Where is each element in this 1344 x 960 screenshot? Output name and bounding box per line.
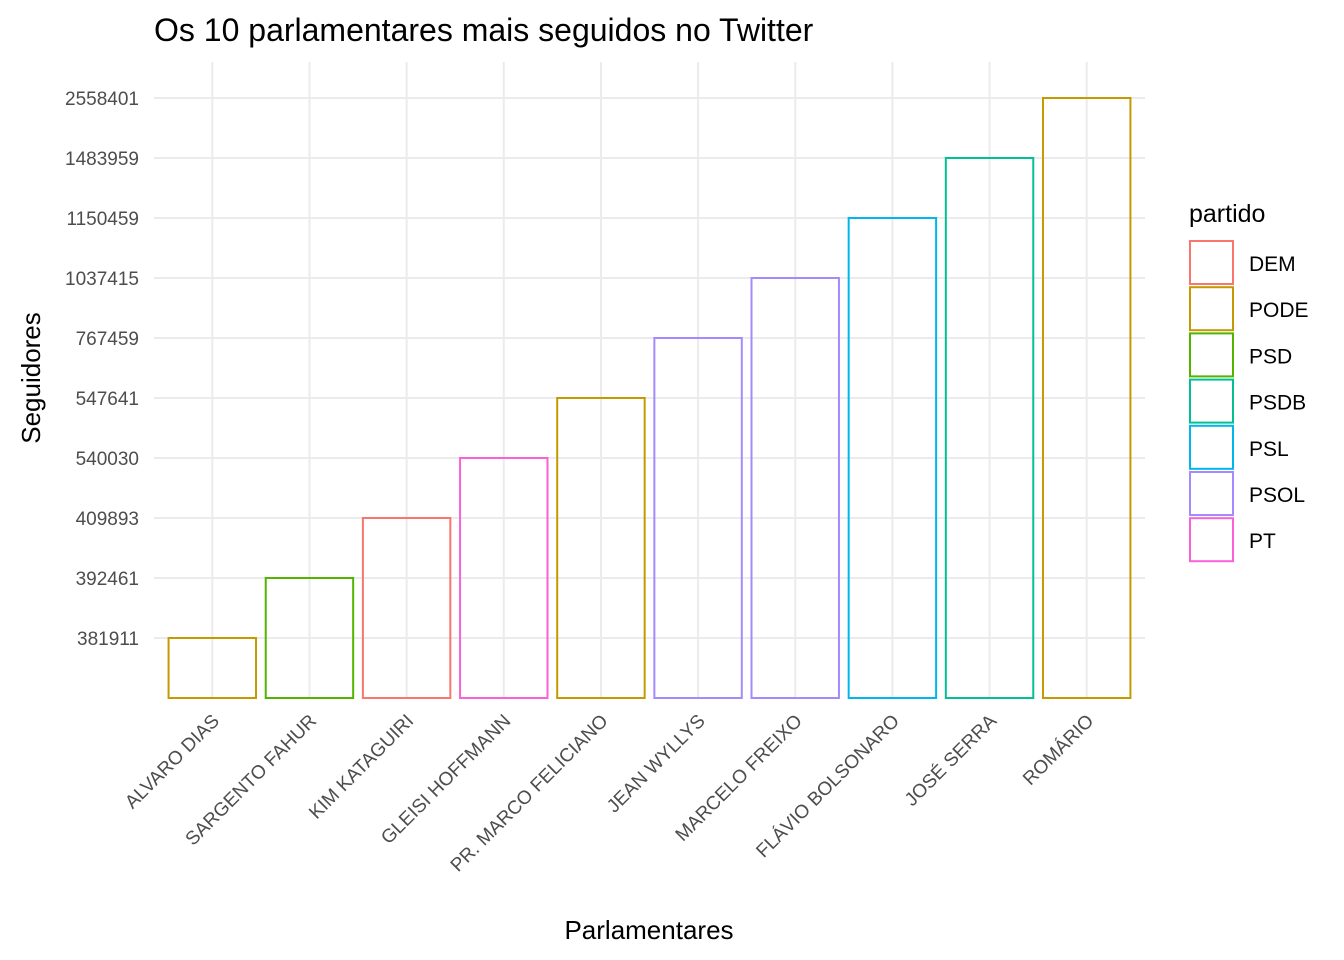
legend-label-psl: PSL: [1249, 438, 1289, 461]
bar-sargento-fahur: [264, 577, 355, 699]
legend-key-psdb: [1189, 378, 1234, 424]
legend-key-psl: [1189, 424, 1234, 470]
legend-key-dem: [1189, 240, 1234, 285]
y-tick-label: 392461: [76, 569, 139, 590]
chart-title: Os 10 parlamentares mais seguidos no Twi…: [154, 12, 814, 48]
y-tick-label: 1483959: [65, 149, 139, 170]
y-axis-ticks: 381911 392461 409893 540030 547641 767459 1037…: [65, 89, 139, 650]
legend-label-dem: DEM: [1249, 253, 1296, 276]
bar-jos-serra: [944, 157, 1035, 699]
legend-label-psd: PSD: [1249, 345, 1292, 368]
y-tick-label: 2558401: [65, 89, 139, 110]
bar-gleisi-hoffmann: [459, 457, 549, 699]
legend-key-pode: [1189, 286, 1234, 332]
x-tick-label: PR. MARCO FELICIANO: [447, 711, 613, 877]
legend-label-pt: PT: [1249, 530, 1276, 553]
x-tick-label: ROMÁRIO: [1019, 711, 1098, 790]
y-tick-label: 547641: [76, 389, 139, 410]
y-tick-label: 1150459: [66, 209, 139, 230]
bar-alvaro-dias: [167, 637, 258, 699]
legend-key-pt: [1189, 517, 1234, 563]
bar-pr-marco-feliciano: [556, 397, 646, 699]
bars: [167, 97, 1132, 699]
bar-marcelo-freixo: [750, 277, 840, 699]
x-tick-label: KIM KATAGUIRI: [305, 711, 418, 824]
legend-label-psdb: PSDB: [1249, 392, 1306, 415]
bar-rom-rio: [1041, 97, 1132, 699]
y-tick-label: 409893: [76, 509, 139, 530]
y-axis-title: Seguidores: [16, 312, 46, 444]
legend-title: partido: [1189, 200, 1265, 228]
x-tick-label: JOSÉ SERRA: [901, 710, 1001, 810]
x-axis-title: Parlamentares: [564, 915, 733, 945]
x-tick-label: JEAN WYLLYS: [603, 711, 709, 817]
bar-fl-vio-bolsonaro: [847, 217, 938, 699]
legend-label-psol: PSOL: [1249, 484, 1305, 507]
bar-jean-wyllys: [653, 337, 743, 699]
x-tick-label: ALVARO DIAS: [121, 711, 223, 813]
bar-kim-kataguiri: [361, 517, 452, 699]
y-tick-label: 381911: [77, 629, 139, 650]
y-tick-label: 540030: [76, 449, 139, 470]
legend: partido DEM PODE PSD PSDB PSL PSOL PT: [1189, 200, 1309, 563]
legend-key-psd: [1189, 332, 1234, 378]
legend-key-psol: [1189, 471, 1234, 516]
legend-label-pode: PODE: [1249, 299, 1309, 322]
y-tick-label: 767459: [76, 329, 139, 350]
y-tick-label: 1037415: [65, 269, 139, 290]
